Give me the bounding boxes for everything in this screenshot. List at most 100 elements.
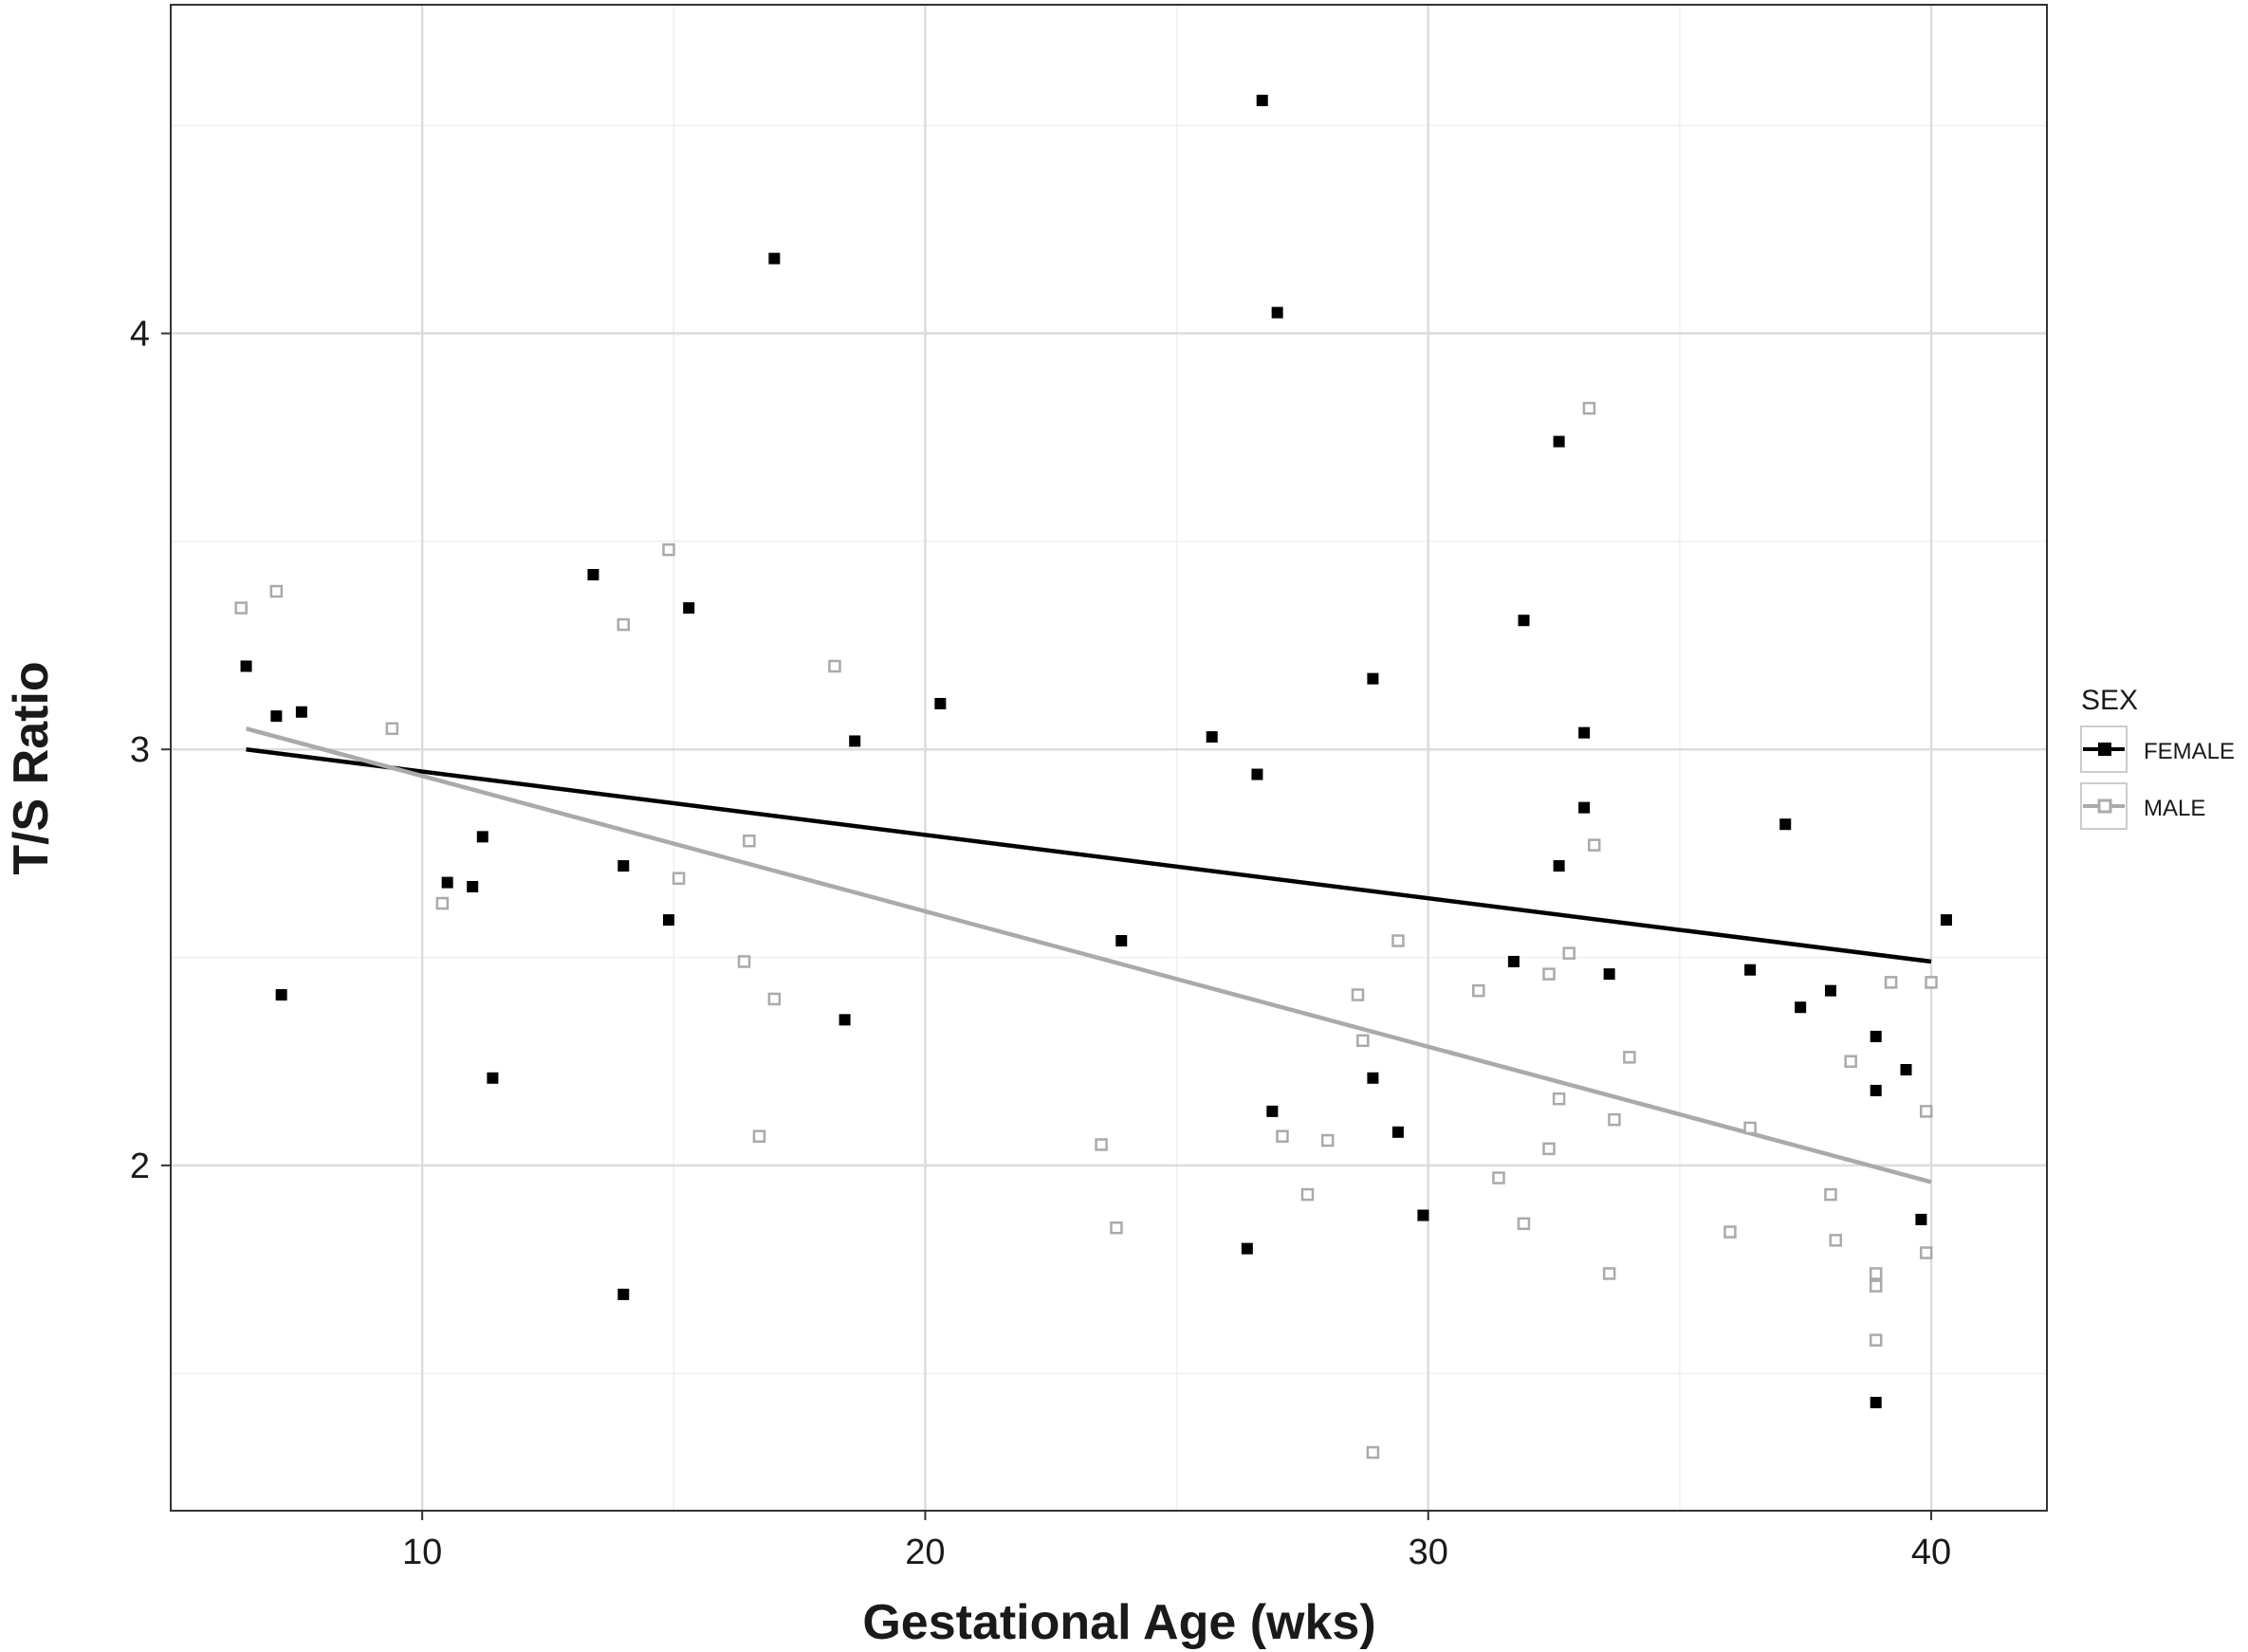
legend-title: SEX bbox=[2081, 685, 2138, 716]
data-point-female bbox=[1795, 1001, 1807, 1014]
data-point-female bbox=[467, 880, 479, 892]
data-point-female bbox=[1206, 731, 1218, 743]
data-point-male bbox=[1095, 1138, 1108, 1151]
data-point-female bbox=[1870, 1084, 1882, 1096]
y-tick-labels: 2 3 4 bbox=[130, 315, 150, 1186]
data-point-male bbox=[1869, 1279, 1883, 1293]
y-tick-label: 3 bbox=[130, 730, 150, 770]
data-point-female bbox=[1900, 1064, 1912, 1076]
data-point-female bbox=[768, 252, 781, 265]
data-point-female bbox=[295, 706, 307, 718]
axis-ticks bbox=[161, 332, 1933, 1520]
data-point-male bbox=[1110, 1221, 1123, 1235]
trend-lines bbox=[245, 726, 1932, 1184]
plot-panel bbox=[171, 5, 2047, 1511]
data-point-male bbox=[1608, 1112, 1621, 1127]
data-point-male bbox=[1391, 934, 1405, 947]
data-point-female bbox=[1870, 1396, 1882, 1408]
data-point-male bbox=[1356, 1034, 1370, 1048]
y-axis-title: T/S Ratio bbox=[4, 661, 59, 874]
data-point-male bbox=[1517, 1217, 1531, 1231]
data-point-male bbox=[1320, 1133, 1335, 1147]
data-point-female bbox=[1256, 94, 1268, 106]
data-point-female bbox=[1779, 818, 1792, 831]
data-point-male bbox=[1743, 1121, 1757, 1135]
data-point-female bbox=[1367, 672, 1379, 685]
data-point-male bbox=[1587, 838, 1601, 852]
x-tick-label: 20 bbox=[905, 1533, 945, 1572]
data-point-female bbox=[849, 735, 861, 747]
x-tick-label: 10 bbox=[402, 1533, 442, 1572]
data-point-female bbox=[1507, 955, 1520, 967]
data-point-male bbox=[1919, 1105, 1933, 1118]
data-point-male bbox=[1582, 401, 1596, 415]
data-point-female bbox=[617, 1288, 630, 1300]
data-point-male bbox=[1824, 1187, 1837, 1202]
data-point-male bbox=[767, 992, 782, 1006]
data-point-female bbox=[1391, 1126, 1404, 1138]
data-point-male bbox=[1925, 976, 1938, 989]
data-point-female bbox=[275, 989, 287, 1001]
data-point-male bbox=[1562, 946, 1575, 960]
data-point-female bbox=[1744, 964, 1757, 976]
plot-border bbox=[170, 4, 2048, 1512]
data-point-male bbox=[1919, 1246, 1933, 1259]
data-point-male bbox=[385, 722, 399, 736]
data-point-male bbox=[1492, 1171, 1505, 1184]
major-gridlines bbox=[171, 5, 2047, 1511]
minor-gridlines bbox=[171, 5, 2047, 1511]
data-point-female bbox=[240, 660, 252, 672]
data-point-female bbox=[617, 860, 630, 872]
data-point-female bbox=[1115, 935, 1128, 947]
data-point-male bbox=[1723, 1225, 1737, 1239]
data-point-male bbox=[1623, 1051, 1636, 1064]
data-point-male bbox=[1351, 988, 1365, 1001]
data-point-female bbox=[1940, 914, 1952, 927]
data-point-male bbox=[1552, 1092, 1566, 1106]
data-point-male bbox=[743, 834, 756, 848]
data-point-male bbox=[1542, 1142, 1556, 1156]
data-point-male bbox=[1366, 1445, 1380, 1459]
data-point-female bbox=[1824, 984, 1836, 997]
data-point-female bbox=[1603, 968, 1615, 981]
data-point-male bbox=[617, 617, 631, 632]
data-point-female bbox=[1578, 726, 1591, 739]
y-tick-label: 4 bbox=[130, 315, 150, 355]
data-point-male bbox=[1829, 1234, 1843, 1247]
data-point-male bbox=[269, 584, 284, 598]
x-axis-title: Gestational Age (wks) bbox=[862, 1595, 1375, 1650]
legend-marker-male bbox=[2097, 798, 2112, 814]
data-point-female bbox=[587, 568, 599, 580]
data-point-male bbox=[435, 896, 450, 910]
legend-label-male: MALE bbox=[2144, 796, 2205, 821]
data-point-male bbox=[1844, 1055, 1857, 1068]
data-point-female bbox=[441, 876, 453, 889]
data-point-female bbox=[1518, 615, 1530, 627]
data-point-male bbox=[1542, 967, 1556, 981]
data-point-female bbox=[1266, 1105, 1279, 1117]
data-point-male bbox=[1869, 1333, 1883, 1347]
data-point-female bbox=[1578, 801, 1591, 814]
data-point-male bbox=[1602, 1267, 1616, 1280]
data-point-male bbox=[672, 872, 686, 885]
data-point-female bbox=[934, 697, 947, 709]
data-point-female bbox=[1251, 768, 1263, 780]
legend: SEX FEMALE MALE bbox=[2080, 685, 2235, 830]
data-point-male bbox=[1276, 1129, 1289, 1143]
y-tick-label: 2 bbox=[130, 1147, 150, 1186]
data-points bbox=[234, 94, 1952, 1459]
x-tick-label: 30 bbox=[1409, 1533, 1448, 1572]
trend-line-male bbox=[245, 726, 1932, 1184]
data-point-male bbox=[662, 542, 675, 557]
data-point-female bbox=[1417, 1209, 1429, 1221]
data-point-female bbox=[1553, 860, 1565, 872]
data-point-female bbox=[1870, 1030, 1882, 1042]
data-point-female bbox=[1915, 1213, 1927, 1225]
data-point-male bbox=[828, 659, 841, 673]
data-point-male bbox=[752, 1129, 766, 1143]
x-tick-label: 40 bbox=[1911, 1533, 1951, 1572]
data-point-female bbox=[1553, 435, 1565, 448]
data-point-female bbox=[1271, 306, 1283, 319]
data-point-female bbox=[487, 1072, 499, 1084]
